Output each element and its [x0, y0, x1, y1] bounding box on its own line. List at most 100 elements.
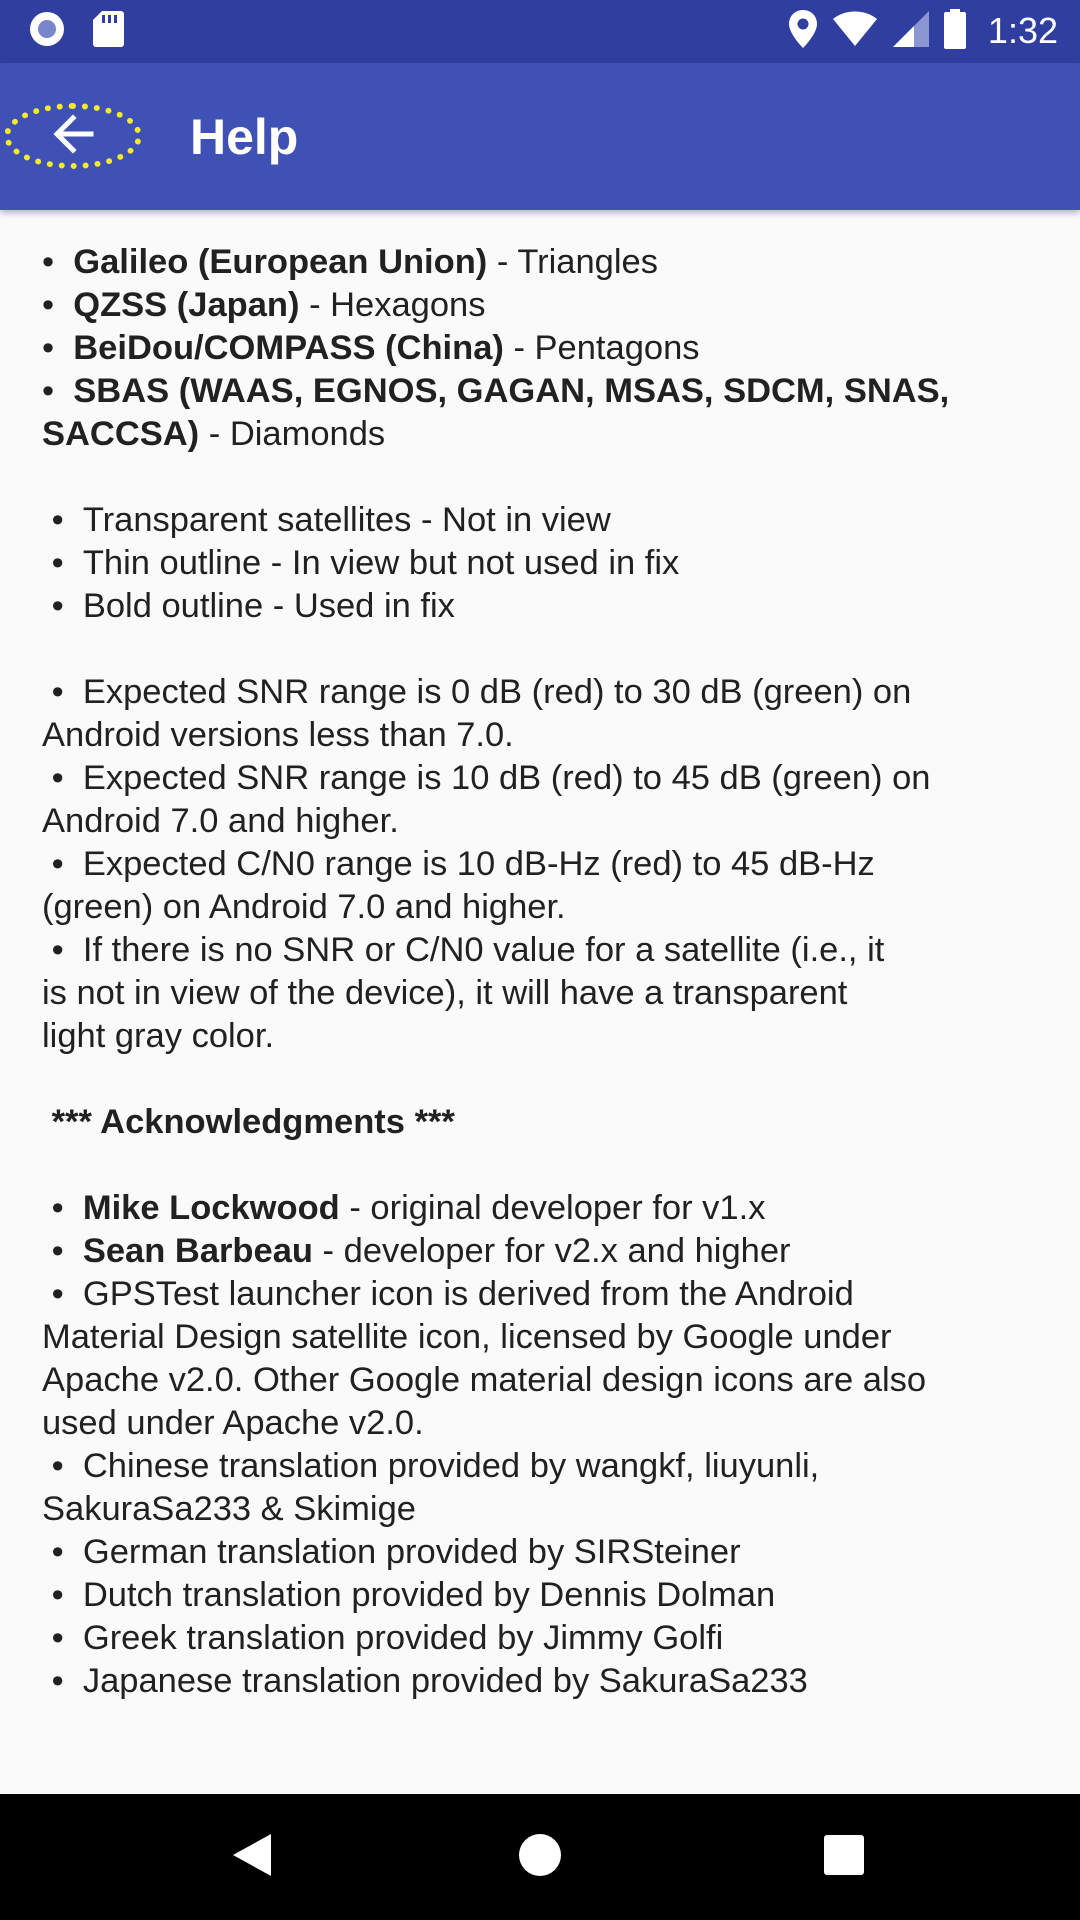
spacer	[42, 1144, 1052, 1187]
list-item: • German translation provided by SIRStei…	[42, 1531, 1052, 1574]
list-item: • Expected C/N0 range is 10 dB-Hz (red) …	[42, 843, 1052, 886]
bullet: •	[51, 501, 64, 539]
list-item: • Sean Barbeau - developer for v2.x and …	[42, 1230, 1052, 1273]
credit-text: GPSTest launcher icon is derived from th…	[82, 1275, 854, 1313]
list-item-continued: is not in view of the device), it will h…	[42, 974, 848, 1012]
list-item: • Transparent satellites - Not in view	[42, 499, 1052, 542]
list-item-continued: Android 7.0 and higher.	[42, 802, 399, 840]
acknowledgments-heading: *** Acknowledgments ***	[42, 1101, 1052, 1144]
bullet: •	[51, 1619, 64, 1657]
signal-desc: Expected SNR range is 0 dB (red) to 30 d…	[82, 673, 912, 711]
list-item: • If there is no SNR or C/N0 value for a…	[42, 929, 1052, 972]
cell-signal-icon	[892, 10, 930, 53]
bullet: •	[51, 845, 64, 883]
list-item: • QZSS (Japan) - Hexagons	[42, 284, 1052, 327]
status-bar: 1:32	[0, 0, 1080, 63]
list-item: • Expected SNR range is 0 dB (red) to 30…	[42, 671, 1052, 714]
list-item: • Greek translation provided by Jimmy Go…	[42, 1617, 1052, 1660]
list-item-continued: Material Design satellite icon, licensed…	[42, 1318, 892, 1356]
constellation-name: QZSS (Japan)	[73, 286, 300, 324]
shape-desc: - Pentagons	[503, 329, 700, 367]
list-item: • Dutch translation provided by Dennis D…	[42, 1574, 1052, 1617]
list-item: • SBAS (WAAS, EGNOS, GAGAN, MSAS, SDCM, …	[42, 370, 1052, 413]
translation-credit: Japanese translation provided by SakuraS…	[82, 1662, 808, 1700]
bullet: •	[42, 243, 55, 281]
developer-desc: - developer for v2.x and higher	[312, 1232, 791, 1270]
page-title: Help	[190, 109, 299, 165]
nav-back-icon	[231, 1832, 273, 1883]
bullet: •	[51, 1232, 64, 1270]
bullet: •	[51, 759, 64, 797]
bullet: •	[42, 372, 55, 410]
acknowledgments-heading-text: *** Acknowledgments ***	[51, 1103, 455, 1141]
list-item-continued: SakuraSa233 & Skimige	[42, 1490, 416, 1528]
sd-card-icon	[92, 10, 124, 53]
bullet: •	[51, 673, 64, 711]
app-bar: Help	[0, 63, 1080, 210]
developer-name: Sean Barbeau	[82, 1232, 313, 1270]
constellation-name: SACCSA)	[42, 415, 200, 453]
list-item-continued: Android versions less than 7.0.	[42, 716, 514, 754]
outline-desc: Thin outline - In view but not used in f…	[82, 544, 680, 582]
nav-recents-icon	[823, 1834, 865, 1881]
back-button[interactable]	[4, 103, 142, 169]
status-right-icons: 1:32	[788, 8, 1058, 54]
help-content: • Galileo (European Union) - Triangles •…	[42, 241, 1052, 1703]
bullet: •	[51, 544, 64, 582]
list-item: • Chinese translation provided by wangkf…	[42, 1445, 1052, 1488]
wifi-icon	[832, 11, 878, 52]
status-time: 1:32	[987, 10, 1058, 51]
nav-back-button[interactable]	[222, 1827, 282, 1887]
translation-credit: Greek translation provided by Jimmy Golf…	[82, 1619, 724, 1657]
spacer	[42, 456, 1052, 499]
record-icon	[28, 10, 66, 53]
list-item: • Thin outline - In view but not used in…	[42, 542, 1052, 585]
outline-desc: Bold outline - Used in fix	[82, 587, 455, 625]
list-item: • Expected SNR range is 10 dB (red) to 4…	[42, 757, 1052, 800]
bullet: •	[51, 1576, 64, 1614]
shape-desc: - Diamonds	[199, 415, 386, 453]
constellation-name: Galileo (European Union)	[73, 243, 488, 281]
arrow-back-icon	[51, 112, 95, 161]
translation-credit: German translation provided by SIRSteine…	[82, 1533, 741, 1571]
battery-icon	[943, 8, 966, 54]
spacer	[42, 1058, 1052, 1101]
nav-recents-button[interactable]	[814, 1827, 874, 1887]
bullet: •	[51, 1447, 64, 1485]
nav-home-button[interactable]	[510, 1827, 570, 1887]
navigation-bar	[0, 1794, 1080, 1920]
list-item: • Mike Lockwood - original developer for…	[42, 1187, 1052, 1230]
list-item: • Galileo (European Union) - Triangles	[42, 241, 1052, 284]
signal-desc: Expected C/N0 range is 10 dB-Hz (red) to…	[82, 845, 875, 883]
status-left-icons	[28, 10, 124, 53]
bullet: •	[51, 1275, 64, 1313]
developer-desc: - original developer for v1.x	[339, 1189, 766, 1227]
developer-name: Mike Lockwood	[82, 1189, 340, 1227]
shape-desc: - Triangles	[487, 243, 658, 281]
translation-credit: Chinese translation provided by wangkf, …	[82, 1447, 820, 1485]
constellation-name: SBAS (WAAS, EGNOS, GAGAN, MSAS, SDCM, SN…	[73, 372, 950, 410]
list-item-continued: light gray color.	[42, 1017, 275, 1055]
list-item-continued: used under Apache v2.0.	[42, 1404, 424, 1442]
constellation-name: BeiDou/COMPASS (China)	[73, 329, 504, 367]
bullet: •	[51, 1662, 64, 1700]
bullet: •	[42, 329, 55, 367]
list-item: • BeiDou/COMPASS (China) - Pentagons	[42, 327, 1052, 370]
spacer	[42, 628, 1052, 671]
list-item-continued: (green) on Android 7.0 and higher.	[42, 888, 566, 926]
location-icon	[788, 9, 818, 54]
bullet: •	[51, 931, 64, 969]
outline-desc: Transparent satellites - Not in view	[82, 501, 611, 539]
translation-credit: Dutch translation provided by Dennis Dol…	[82, 1576, 776, 1614]
list-item-continued: Apache v2.0. Other Google material desig…	[42, 1361, 927, 1399]
bullet: •	[51, 587, 64, 625]
bullet: •	[51, 1189, 64, 1227]
list-item-continued: SACCSA) - Diamonds	[42, 413, 1052, 456]
signal-desc: Expected SNR range is 10 dB (red) to 45 …	[82, 759, 931, 797]
signal-desc: If there is no SNR or C/N0 value for a s…	[82, 931, 885, 969]
list-item: • GPSTest launcher icon is derived from …	[42, 1273, 1052, 1316]
shape-desc: - Hexagons	[299, 286, 486, 324]
bullet: •	[51, 1533, 64, 1571]
list-item: • Bold outline - Used in fix	[42, 585, 1052, 628]
list-item: • Japanese translation provided by Sakur…	[42, 1660, 1052, 1703]
